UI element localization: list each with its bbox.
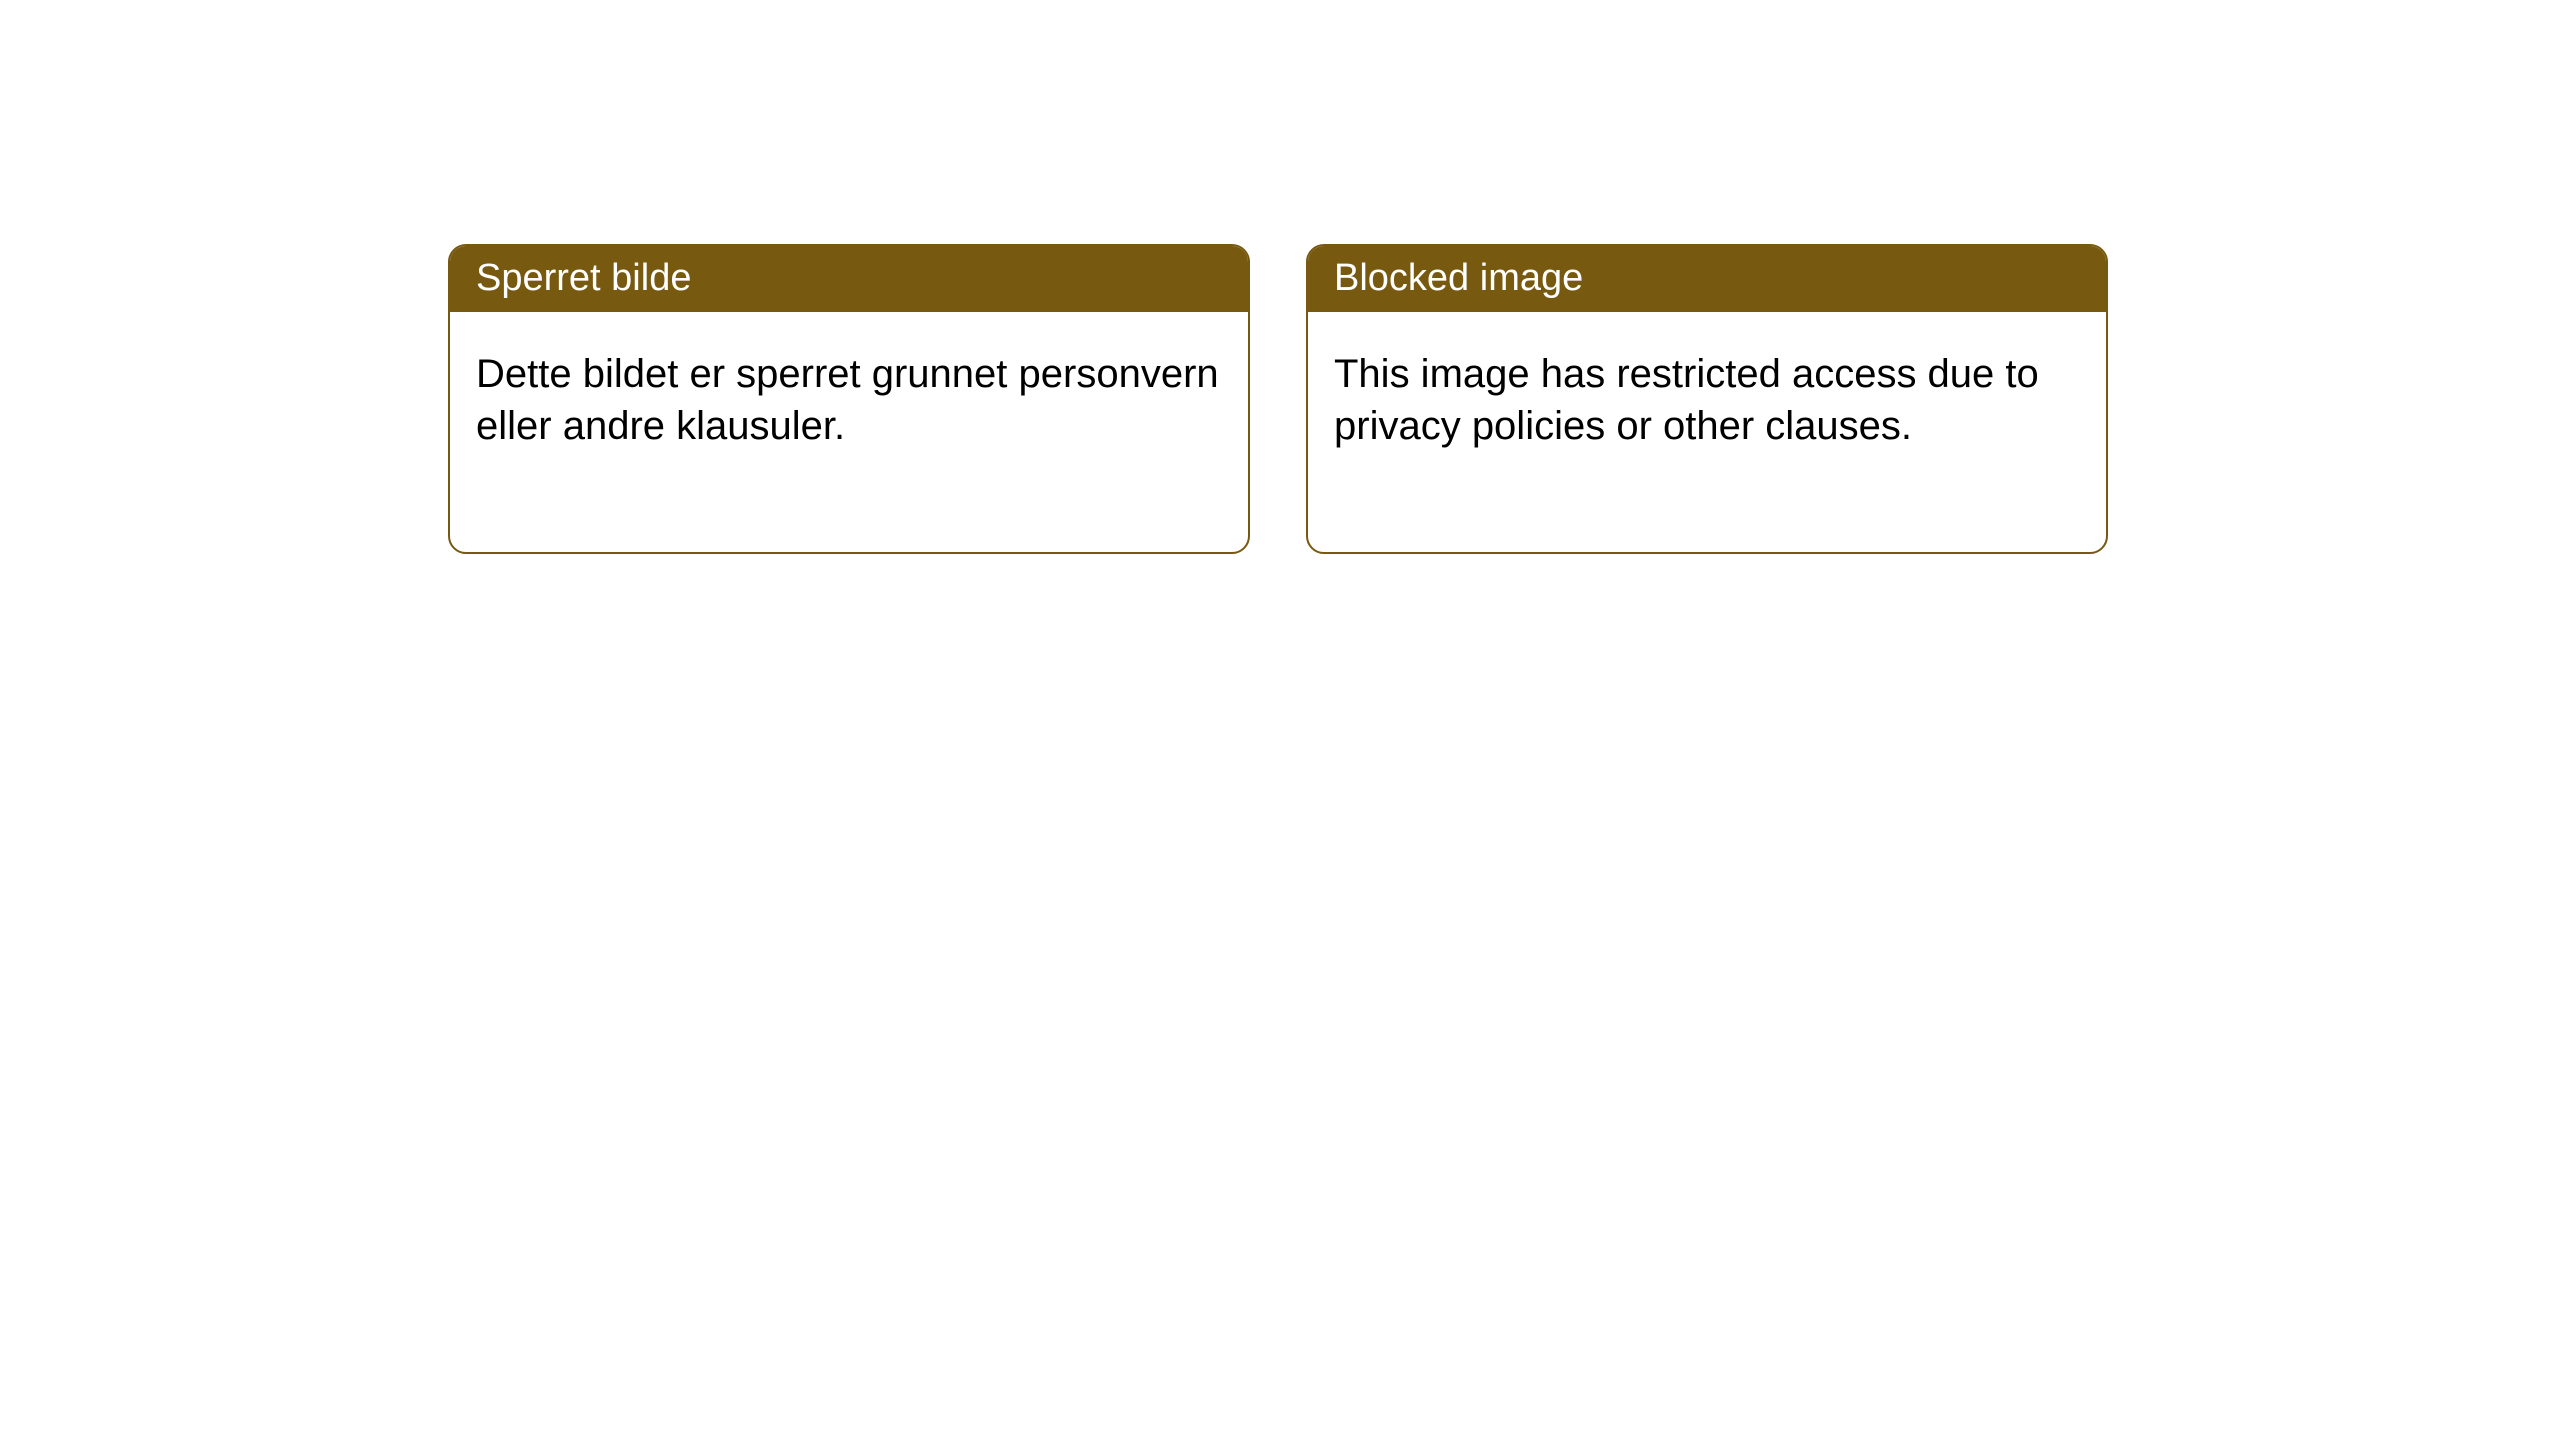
card-text-english: This image has restricted access due to … xyxy=(1334,352,2039,448)
card-body-english: This image has restricted access due to … xyxy=(1308,312,2106,552)
card-norwegian: Sperret bilde Dette bildet er sperret gr… xyxy=(448,244,1250,554)
card-title-norwegian: Sperret bilde xyxy=(476,257,691,299)
card-title-english: Blocked image xyxy=(1334,257,1583,299)
card-text-norwegian: Dette bildet er sperret grunnet personve… xyxy=(476,352,1219,448)
card-body-norwegian: Dette bildet er sperret grunnet personve… xyxy=(450,312,1248,552)
card-header-english: Blocked image xyxy=(1308,246,2106,312)
cards-row: Sperret bilde Dette bildet er sperret gr… xyxy=(0,0,2560,554)
card-english: Blocked image This image has restricted … xyxy=(1306,244,2108,554)
card-header-norwegian: Sperret bilde xyxy=(450,246,1248,312)
